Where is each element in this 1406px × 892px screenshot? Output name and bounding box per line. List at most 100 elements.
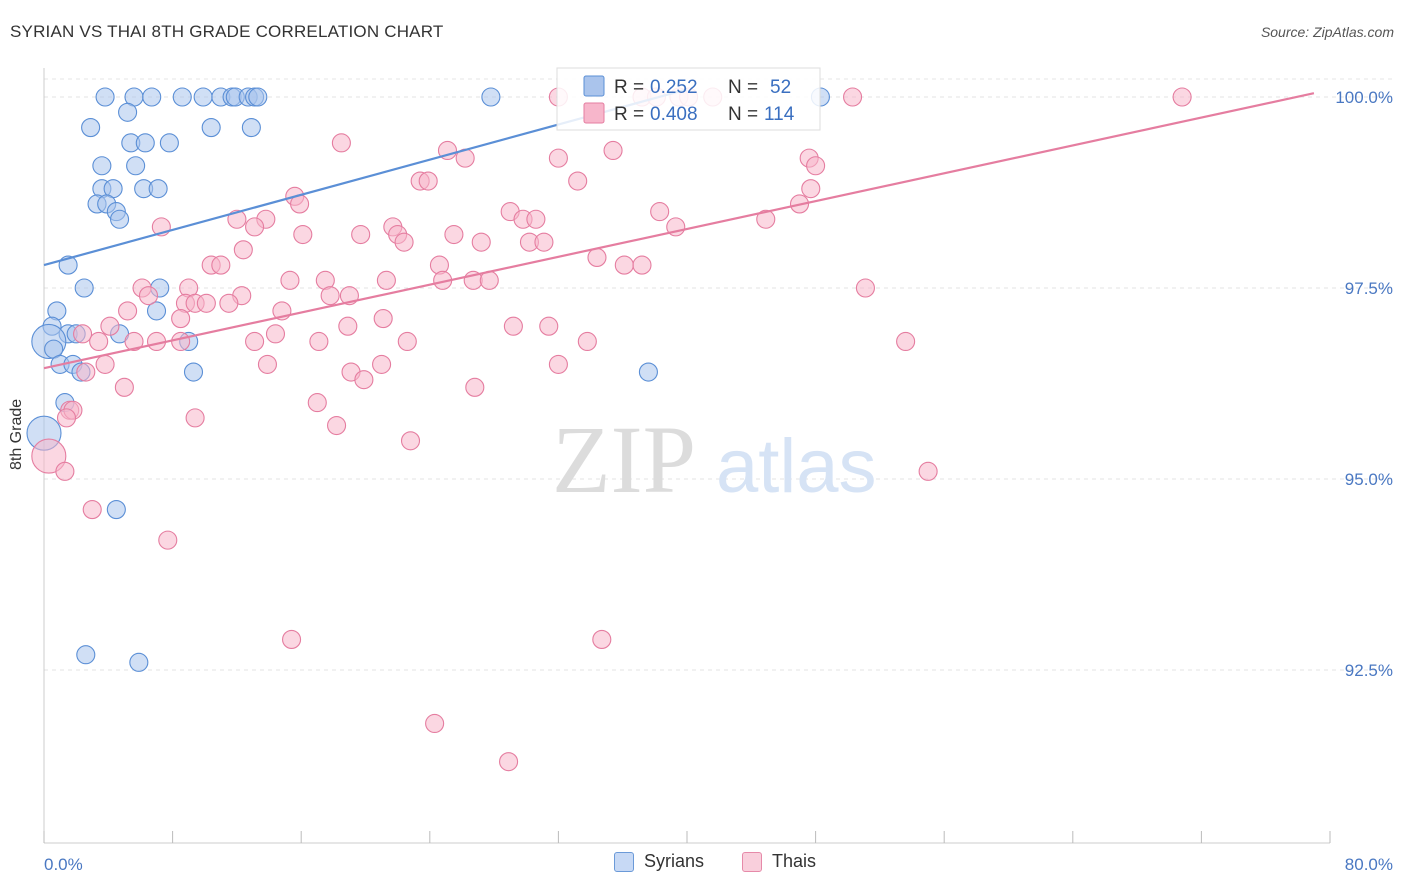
point-syrians [129,652,149,672]
legend-item-syrians[interactable]: Syrians [614,851,704,872]
y-tick-labels: 100.0% 97.5% 95.0% 92.5% [1335,88,1393,680]
point-thais [309,331,329,352]
point-syrians [126,156,146,176]
point-thais [592,629,612,649]
point-syrians [172,87,192,107]
point-syrians [106,500,126,520]
gridlines [44,78,1393,671]
point-thais [196,293,216,313]
trend-line-thais [43,92,1315,370]
point-thais [548,148,568,168]
point-thais [526,209,546,229]
point-thais [539,316,559,336]
point-syrians [92,156,112,176]
legend-label-thais: Thais [772,851,817,871]
point-thais [114,377,134,397]
point-thais [896,331,916,352]
legend-r-label-syrians: R = [614,77,644,98]
point-syrians [193,87,213,107]
point-syrians [110,209,130,229]
point-syrians [95,87,115,107]
point-thais [801,179,821,199]
point-thais [118,301,138,321]
stats-legend: R = 0.252 N = 52 R = 0.408 N = 114 [556,67,821,131]
point-thais [373,309,393,329]
point-thais [756,209,776,229]
point-thais [82,500,102,520]
point-thais [219,293,239,313]
point-thais [855,278,875,298]
point-syrians [638,362,658,382]
point-thais [307,393,327,413]
point-thais [1172,87,1192,107]
point-thais [293,224,313,245]
y-tick-label: 95.0% [1345,470,1393,489]
point-thais [56,408,77,428]
point-syrians [248,87,268,107]
point-thais [265,324,286,344]
point-syrians [201,118,221,138]
point-thais [444,224,464,245]
point-thais [397,331,417,352]
point-thais [338,316,358,336]
point-thais [257,354,277,374]
point-thais [95,354,115,374]
point-thais [245,217,265,237]
point-thais [806,156,826,176]
point-thais [211,255,231,275]
point-thais [394,232,414,252]
point-thais [577,331,597,352]
point-thais [31,438,67,474]
point-thais [227,209,247,229]
point-thais [499,752,519,772]
legend-r-value-thais: 0.408 [650,104,698,125]
watermark: ZIP atlas [552,406,877,513]
point-thais [331,133,351,153]
point-thais [471,232,491,252]
legend-item-thais[interactable]: Thais [742,851,816,872]
point-thais [548,354,568,374]
point-thais [100,316,120,336]
point-syrians [76,645,96,665]
point-thais [425,713,445,734]
point-syrians [118,102,138,122]
point-syrians [81,118,101,138]
point-thais [327,415,347,436]
legend-swatch-syrians-bottom [614,851,634,872]
legend-r-value-syrians: 0.252 [650,77,698,98]
point-thais [650,202,670,222]
point-thais [632,255,652,275]
x-tick-label-max: 80.0% [1345,855,1393,874]
point-syrians [148,179,168,199]
point-thais [465,377,485,397]
point-thais [534,232,554,252]
watermark-zip: ZIP [552,406,696,513]
point-thais [158,530,178,550]
point-thais [73,324,93,344]
y-tick-label: 97.5% [1345,279,1393,298]
x-tick-labels: 0.0% 80.0% [44,855,1393,874]
point-thais [351,224,371,245]
point-thais [372,354,392,374]
point-thais [76,362,96,382]
point-thais [171,309,191,329]
legend-n-value-thais: 114 [764,104,795,125]
point-syrians [74,278,94,298]
point-thais [124,331,144,352]
watermark-atlas: atlas [716,424,877,509]
source-label: Source: ZipAtlas.com [1260,24,1394,40]
legend-swatch-thais-bottom [742,851,762,872]
point-thais [418,171,438,191]
point-syrians [142,87,162,107]
point-thais [503,316,523,336]
x-tick-label-min: 0.0% [44,855,83,874]
point-thais [233,240,253,260]
point-thais [587,247,607,267]
point-thais [138,286,159,306]
point-thais [843,87,863,107]
point-syrians [135,133,155,153]
legend-n-label-syrians: N = [728,77,758,98]
point-thais [280,270,300,290]
chart-title: SYRIAN VS THAI 8TH GRADE CORRELATION CHA… [10,22,444,41]
